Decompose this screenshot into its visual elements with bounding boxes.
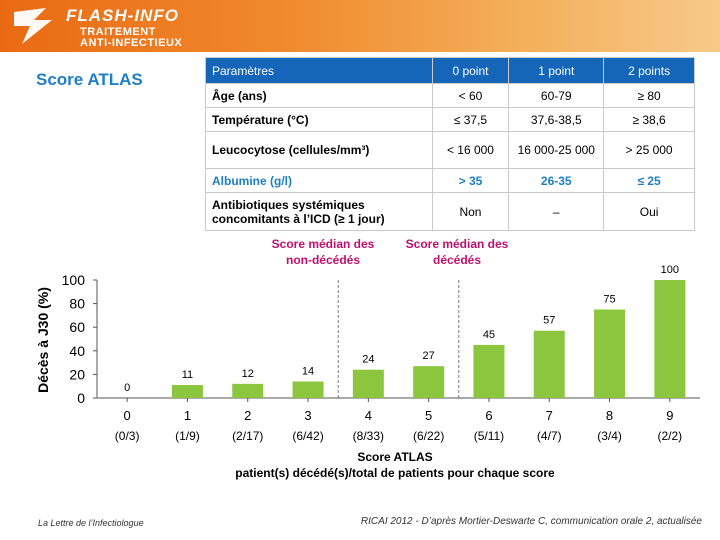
x-tick-label: 2 (244, 408, 251, 423)
x-tick-label: 8 (606, 408, 613, 423)
value-cell: – (508, 192, 605, 231)
x-axis-sublabel: patient(s) décédé(s)/total de patients p… (235, 466, 555, 480)
x-tick-sublabel: (6/42) (292, 429, 323, 443)
header-banner: FLASH-INFO TRAITEMENT ANTI-INFECTIEUX (0, 0, 720, 52)
bar-value-label: 12 (242, 368, 254, 380)
bar-value-label: 75 (603, 294, 615, 306)
x-tick-sublabel: (6/22) (413, 429, 444, 443)
y-tick-label: 0 (77, 390, 85, 406)
table-row: Albumine (g/l) > 35 26-35 ≤ 25 (205, 168, 695, 193)
bar-value-label: 14 (302, 365, 314, 377)
table-header-row: Paramètres 0 point 1 point 2 points (205, 57, 695, 84)
table-row: Leucocytose (cellules/mm³) < 16 000 16 0… (205, 131, 695, 169)
x-tick-label: 0 (124, 408, 131, 423)
x-tick-label: 9 (666, 408, 673, 423)
value-cell: 26-35 (508, 168, 605, 193)
bar-value-label: 100 (661, 264, 679, 276)
x-tick-label: 7 (546, 408, 553, 423)
x-tick-sublabel: (4/7) (537, 429, 562, 443)
x-tick-sublabel: (2/2) (658, 429, 683, 443)
x-tick-label: 5 (425, 408, 432, 423)
bar (594, 309, 626, 398)
bar-value-label: 24 (362, 354, 374, 366)
value-cell: 37,6-38,5 (508, 107, 605, 132)
bar-value-label: 57 (543, 315, 555, 327)
x-tick-sublabel: (0/3) (115, 429, 140, 443)
param-cell: Antibiotiques systémiques concomitants à… (205, 192, 433, 231)
y-tick-label: 60 (69, 319, 85, 335)
footer-source: RICAI 2012 - D’après Mortier-Deswarte C,… (360, 516, 702, 527)
logo-title: FLASH-INFO (66, 6, 179, 25)
x-tick-label: 4 (365, 408, 372, 423)
bar-value-label: 0 (124, 382, 130, 394)
column-header: 1 point (508, 57, 605, 84)
value-cell: 16 000-25 000 (508, 131, 605, 169)
value-cell: ≤ 25 (603, 168, 695, 193)
param-cell: Leucocytose (cellules/mm³) (205, 131, 433, 169)
median-survivors-label: Score médian des non-décédés (271, 237, 375, 267)
x-axis-label: Score ATLAS (357, 450, 433, 464)
page-title: Score ATLAS (36, 70, 143, 89)
logo-subtitle-1: TRAITEMENT (80, 26, 156, 38)
value-cell: ≤ 37,5 (431, 107, 510, 132)
x-tick-label: 6 (485, 408, 492, 423)
bar (654, 280, 686, 398)
bar (413, 366, 445, 398)
value-cell: 60-79 (508, 83, 605, 108)
mortality-bar-chart: 02040608010000(0/3)111(1/9)122(2/17)143(… (62, 264, 700, 443)
bar (232, 383, 264, 398)
value-cell: > 25 000 (603, 131, 695, 169)
x-tick-sublabel: (2/17) (232, 429, 263, 443)
value-cell: > 35 (431, 168, 510, 193)
y-tick-label: 40 (69, 343, 85, 359)
table-row: Antibiotiques systémiques concomitants à… (205, 192, 695, 231)
bar (533, 330, 565, 398)
y-tick-label: 80 (69, 296, 85, 312)
x-tick-label: 3 (304, 408, 311, 423)
value-cell: < 16 000 (431, 131, 510, 169)
bar-value-label: 45 (483, 329, 495, 341)
bar (473, 344, 505, 398)
atlas-parameters-table: Paramètres 0 point 1 point 2 points Âge … (205, 57, 695, 231)
bar-value-label: 11 (182, 369, 193, 381)
param-cell: Âge (ans) (205, 83, 433, 108)
median-deceased-label: Score médian des décédés (405, 237, 509, 267)
value-cell: Non (431, 192, 510, 231)
value-cell: ≥ 80 (603, 83, 695, 108)
x-tick-sublabel: (1/9) (175, 429, 200, 443)
logo-subtitle-2: ANTI-INFECTIEUX (80, 37, 183, 49)
x-tick-sublabel: (8/33) (353, 429, 384, 443)
value-cell: < 60 (431, 83, 510, 108)
column-header: 0 point (431, 57, 510, 84)
param-cell: Albumine (g/l) (205, 168, 433, 193)
x-tick-sublabel: (5/11) (474, 429, 504, 443)
x-tick-sublabel: (3/4) (597, 429, 622, 443)
column-header: 2 points (603, 57, 695, 84)
value-cell: ≥ 38,6 (603, 107, 695, 132)
x-tick-label: 1 (184, 408, 191, 423)
y-tick-label: 100 (62, 272, 86, 288)
flash-logo-icon (14, 8, 52, 44)
footer-journal: La Lettre de l’Infectiologue (38, 518, 144, 528)
bar (352, 369, 384, 398)
bar (292, 381, 324, 398)
y-tick-label: 20 (69, 366, 85, 382)
bar (171, 385, 203, 398)
table-row: Âge (ans) < 60 60-79 ≥ 80 (205, 83, 695, 108)
column-header: Paramètres (205, 57, 433, 84)
param-cell: Température (°C) (205, 107, 433, 132)
bar-value-label: 27 (423, 350, 435, 362)
value-cell: Oui (603, 192, 695, 231)
table-row: Température (°C) ≤ 37,5 37,6-38,5 ≥ 38,6 (205, 107, 695, 132)
